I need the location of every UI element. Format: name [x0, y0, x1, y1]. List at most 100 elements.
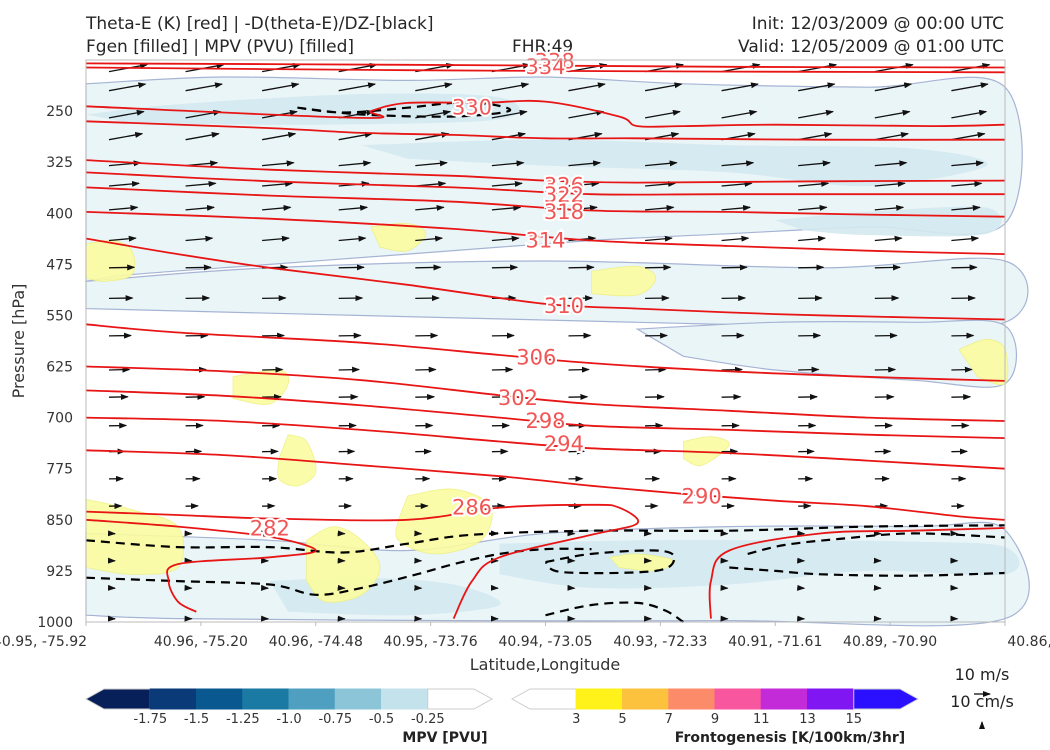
wind-vector — [721, 62, 761, 73]
wind-vector — [338, 131, 373, 141]
wind-vector — [261, 62, 302, 73]
wind-vector — [798, 366, 820, 373]
y-axis-label: Pressure [hPa] — [9, 284, 28, 399]
frontogenesis-colorbar-tick-label: 11 — [753, 712, 770, 727]
y-tick-label: 550 — [46, 309, 73, 325]
y-tick-label: 250 — [46, 104, 73, 120]
theta-e-contour-label: 302 — [498, 386, 538, 410]
theta-e-contour — [85, 186, 1006, 218]
wind-vector — [491, 204, 522, 211]
theta-e-contour — [85, 120, 1006, 141]
mpv-colorbar-segment — [427, 688, 494, 710]
mpv-region-blue — [499, 539, 1020, 589]
theta-e-contour — [85, 389, 1006, 439]
forecast-hour: FHR:49 — [512, 37, 574, 57]
wind-vector — [874, 180, 906, 187]
theta-e-contour-label: 326 — [544, 173, 584, 197]
mpv-colorbar: -1.75 -1.5 -1.25 -1.0 -0.75 -0.5 -0.25 — [84, 688, 494, 727]
wind-vector — [262, 160, 295, 167]
frontogenesis-colorbar-label: Frontogenesis [K/100km/3hr] — [675, 730, 905, 746]
wind-vector — [108, 82, 147, 92]
wind-vector — [874, 366, 897, 373]
theta-e-contour-label: 310 — [544, 294, 584, 318]
wind-vector — [951, 366, 973, 373]
mpv-colorbar-tick-label: -1.0 — [276, 712, 301, 727]
wind-vector — [262, 180, 294, 187]
wind-vector — [951, 180, 983, 187]
wind-vector — [491, 180, 523, 187]
theta-e-contour — [85, 237, 1006, 321]
theta-e-contour — [85, 66, 1006, 74]
wind-vector — [798, 160, 831, 167]
y-axis: 250 325 400 475 550 625 700 775 850 925 1000 — [37, 104, 73, 631]
x-tick-label: 40.95, -75.92 — [0, 634, 87, 650]
wind-vector — [261, 82, 300, 92]
x-tick-label: 40.93, -72.33 — [613, 634, 707, 650]
wind-vector — [185, 235, 214, 242]
chart-title-left-1: Theta-E (K) [red] | -D(theta-E)/DZ-[blac… — [86, 14, 434, 34]
wind-vector — [568, 82, 606, 92]
wind-vector — [185, 131, 220, 141]
y-tick-label: 475 — [46, 257, 73, 273]
wind-vector — [721, 204, 751, 211]
wind-vector — [721, 82, 759, 92]
theta-e-contour-label: 306 — [516, 346, 556, 370]
theta-e-contour-label: 338 — [535, 49, 575, 73]
wind-vector — [568, 160, 602, 167]
wind-vector — [951, 204, 981, 211]
mpv-colorbar-segment — [288, 688, 336, 710]
y-tick-label: 775 — [46, 462, 73, 478]
theta-e-contour-label: 330 — [452, 96, 492, 120]
wind-vector — [951, 82, 989, 92]
wind-vector — [338, 160, 372, 167]
y-tick-label: 325 — [46, 155, 73, 171]
mpv-colorbar-label: MPV [PVU] — [402, 730, 487, 746]
wind-vector — [721, 366, 743, 373]
valid-time: Valid: 12/05/2009 @ 01:00 UTC — [738, 37, 1004, 57]
theta-e-contour — [85, 449, 1006, 521]
wind-vector — [798, 82, 836, 92]
wind-vector — [338, 204, 369, 211]
wind-vector — [185, 264, 212, 271]
wind-vector — [721, 264, 748, 271]
wind-vector — [645, 366, 667, 373]
wind-vector — [874, 131, 909, 141]
y-tick-label: 850 — [46, 513, 73, 529]
wind-vector — [108, 366, 131, 373]
wind-vector — [644, 109, 681, 119]
wind-vector — [568, 109, 605, 119]
theta-e-contour-label: 286 — [452, 496, 492, 520]
wind-vector — [721, 180, 753, 187]
theta-e-contour — [85, 62, 1006, 69]
mpv-colorbar-segment — [381, 688, 429, 710]
wind-vector — [798, 264, 825, 271]
mpv-region-light — [85, 76, 1023, 283]
wind-vector — [798, 62, 838, 73]
x-axis-label: Latitude,Longitude — [470, 655, 621, 674]
y-tick-label: 925 — [46, 564, 73, 580]
frontogenesis-colorbar-segment — [760, 688, 808, 710]
y-tick-label: 625 — [46, 360, 73, 376]
x-tick-label: 40.91, -71.61 — [728, 634, 822, 650]
theta-e-contour-label: 298 — [525, 409, 565, 433]
wind-vector — [262, 366, 284, 373]
y-tick-label: 700 — [46, 411, 73, 427]
wind-vector — [108, 204, 139, 211]
mpv-colorbar-segment — [334, 688, 382, 710]
wind-vector — [721, 109, 758, 119]
frontogenesis-colorbar-tick-label: 7 — [665, 712, 673, 727]
wind-vector — [185, 204, 215, 211]
wind-vector — [721, 235, 750, 242]
theta-e-contour — [708, 527, 1006, 619]
x-tick-label: 40.86, -70.1 — [1007, 634, 1050, 650]
chart-title-left-2: Fgen [filled] | MPV (PVU) [filled] — [86, 37, 355, 57]
theta-e-contour — [85, 211, 1006, 255]
dtheta-dz-contour — [85, 524, 1006, 554]
wind-vector — [261, 131, 297, 141]
mpv-colorbar-tick-label: -0.25 — [411, 712, 445, 727]
wind-vector — [491, 109, 528, 119]
wind-vector — [874, 109, 911, 119]
dtheta-dz-contour — [544, 549, 676, 575]
